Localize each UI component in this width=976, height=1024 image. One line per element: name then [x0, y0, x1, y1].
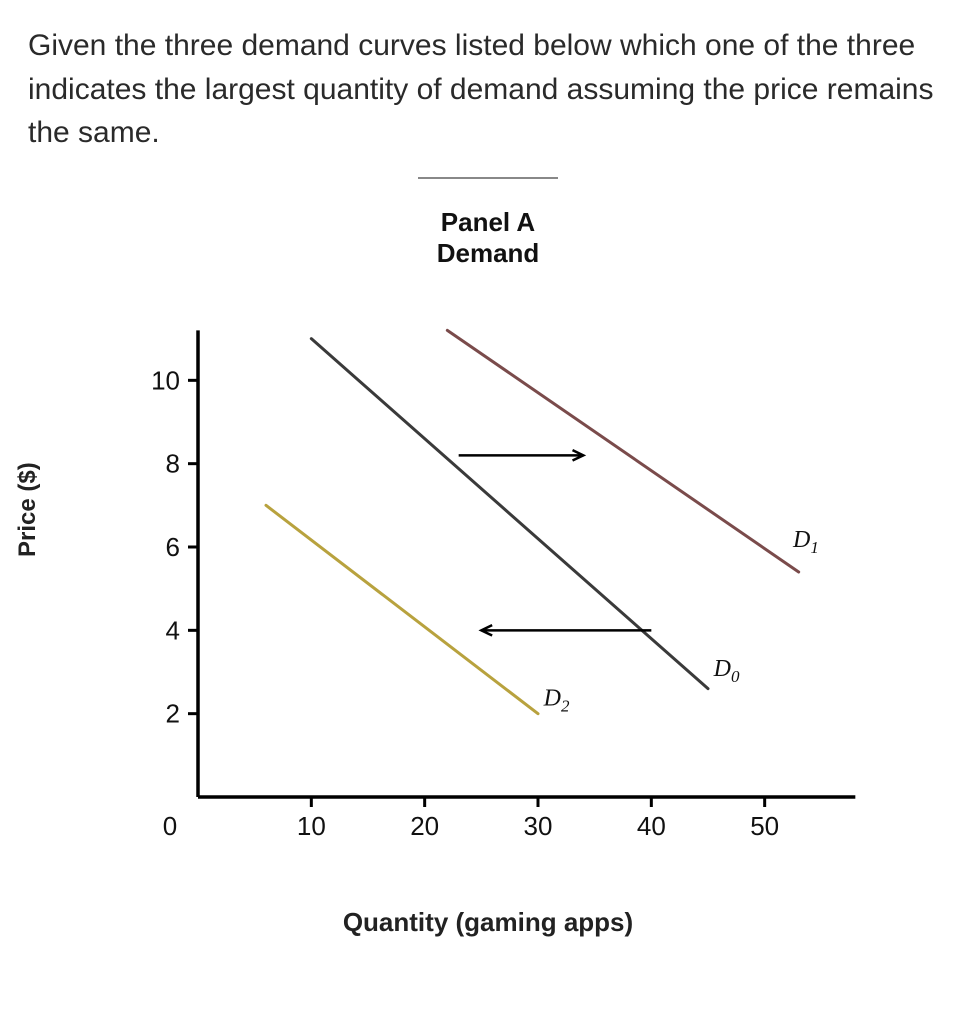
chart-title-line2: Demand: [437, 238, 540, 269]
x-tick-label: 10: [297, 811, 326, 841]
y-tick-label: 10: [151, 365, 180, 395]
demand-curve-d1: [447, 330, 798, 572]
chart-container: Panel A Demand Price ($) 246810102030405…: [28, 207, 948, 977]
chart-title-line1: Panel A: [437, 207, 540, 238]
y-tick-label: 2: [166, 698, 180, 728]
x-tick-label: 30: [524, 811, 553, 841]
x-axis-label: Quantity (gaming apps): [28, 907, 948, 938]
question-text: Given the three demand curves listed bel…: [28, 24, 948, 155]
curve-label-d1: D1: [792, 527, 819, 557]
y-tick-label: 4: [166, 615, 180, 645]
chart-title: Panel A Demand: [437, 207, 540, 269]
origin-label: 0: [163, 811, 177, 841]
plot-area: 2 4 6 8 10 10 20 30 40 50 0 D0 D1 D2: [138, 277, 898, 847]
y-tick-label: 6: [166, 532, 180, 562]
x-tick-label: 40: [637, 811, 666, 841]
curve-label-d0: D0: [713, 656, 740, 686]
demand-curve-d2: [266, 505, 538, 713]
chart-svg: 2 4 6 8 10 10 20 30 40 50 0 D0 D1 D2: [138, 277, 898, 847]
page: Given the three demand curves listed bel…: [0, 0, 976, 1024]
y-axis-label: Price ($): [14, 462, 42, 557]
demand-curve-d0: [311, 338, 708, 688]
x-tick-label: 20: [410, 811, 439, 841]
x-tick-label: 50: [750, 811, 779, 841]
divider: [418, 177, 558, 179]
curve-label-d2: D2: [543, 685, 570, 715]
y-tick-label: 8: [166, 448, 180, 478]
